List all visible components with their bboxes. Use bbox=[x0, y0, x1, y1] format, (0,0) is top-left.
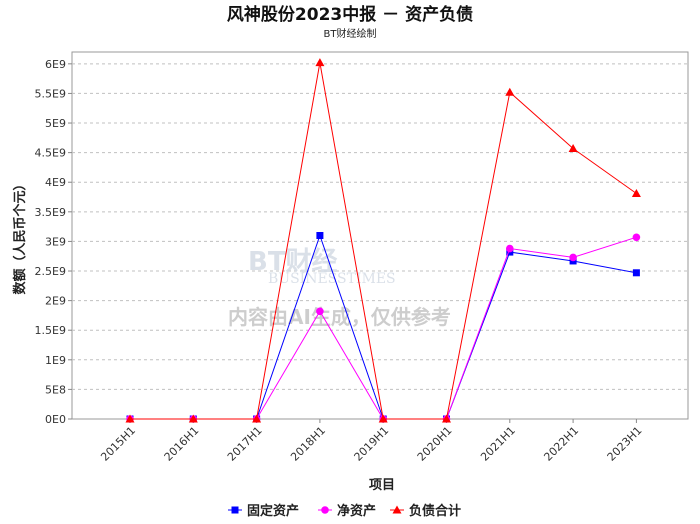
data-point bbox=[568, 143, 578, 152]
x-tick-label: 2018H1 bbox=[288, 424, 328, 464]
chart-title: 风神股份2023中报 － 资产负债 bbox=[227, 4, 473, 25]
legend-marker bbox=[321, 506, 329, 514]
data-point bbox=[252, 414, 262, 423]
x-tick-label: 2019H1 bbox=[352, 424, 392, 464]
data-point bbox=[125, 414, 135, 423]
x-tick-label: 2016H1 bbox=[162, 424, 202, 464]
x-tick-label: 2017H1 bbox=[225, 424, 265, 464]
y-tick-label: 2.5E9 bbox=[35, 265, 66, 278]
legend-marker bbox=[392, 505, 402, 514]
y-tick-labels: 0E0 5E8 1E9 1.5E9 2E9 2.5E9 3E9 3.5E9 4E9 4.5E9 5E… bbox=[35, 58, 72, 426]
data-point bbox=[632, 233, 641, 242]
series-3 bbox=[125, 58, 641, 423]
y-tick-label: 6E9 bbox=[45, 58, 66, 71]
data-point bbox=[188, 414, 198, 423]
x-tick-label: 2023H1 bbox=[605, 424, 645, 464]
data-point bbox=[315, 58, 325, 67]
y-tick-label: 5E9 bbox=[45, 117, 66, 130]
legend-label: 固定资产 bbox=[247, 503, 299, 519]
data-point bbox=[632, 269, 640, 277]
data-point bbox=[378, 414, 388, 423]
x-axis-title: 项目 bbox=[369, 478, 395, 493]
y-tick-label: 2E9 bbox=[45, 295, 66, 308]
legend: 固定资产 净资产 负债合计 bbox=[228, 503, 461, 519]
legend-item: 负债合计 bbox=[390, 503, 461, 519]
data-point bbox=[569, 253, 577, 262]
chart-subtitle: BT财经绘制 bbox=[324, 27, 377, 40]
y-axis-title: 数额（人民币个元） bbox=[12, 177, 28, 294]
x-tick-label: 2015H1 bbox=[98, 424, 138, 464]
x-tick-label: 2022H1 bbox=[541, 424, 581, 464]
legend-item: 净资产 bbox=[318, 503, 376, 519]
data-point bbox=[505, 87, 515, 96]
y-tick-label: 1.5E9 bbox=[35, 324, 66, 337]
plot-area bbox=[71, 51, 689, 420]
data-point bbox=[316, 307, 324, 316]
watermark-logo: BT财经 bbox=[248, 246, 338, 277]
watermark-logo-sub: BUSINESSTIMES bbox=[268, 271, 396, 287]
y-tick-label: 3E9 bbox=[45, 235, 66, 248]
data-point bbox=[506, 244, 514, 253]
y-tick-label: 5E8 bbox=[45, 383, 66, 396]
x-tick-label: 2020H1 bbox=[415, 424, 455, 464]
watermark-notice: 内容由AI生成，仅供参考 bbox=[228, 305, 451, 329]
legend-item: 固定资产 bbox=[228, 503, 299, 519]
legend-label: 负债合计 bbox=[409, 503, 461, 519]
y-tick-label: 5.5E9 bbox=[35, 87, 66, 100]
grid-lines bbox=[72, 63, 688, 390]
y-tick-label: 4.5E9 bbox=[35, 147, 66, 160]
series-layer bbox=[125, 58, 641, 423]
data-point bbox=[316, 232, 324, 239]
watermark: BT财经 BUSINESSTIMES 内容由AI生成，仅供参考 bbox=[228, 246, 451, 329]
legend-label: 净资产 bbox=[337, 503, 376, 519]
y-tick-label: 4E9 bbox=[45, 176, 66, 189]
y-tick-label: 0E0 bbox=[45, 413, 66, 426]
data-point bbox=[631, 188, 641, 197]
x-tick-labels: 2015H1 2016H1 2017H1 2018H1 2019H1 2020H1 2021… bbox=[98, 419, 645, 464]
legend-marker bbox=[231, 506, 239, 514]
x-tick-label: 2021H1 bbox=[478, 424, 518, 464]
data-point bbox=[442, 414, 451, 423]
y-tick-label: 3.5E9 bbox=[35, 206, 66, 219]
y-tick-label: 1E9 bbox=[45, 354, 66, 367]
